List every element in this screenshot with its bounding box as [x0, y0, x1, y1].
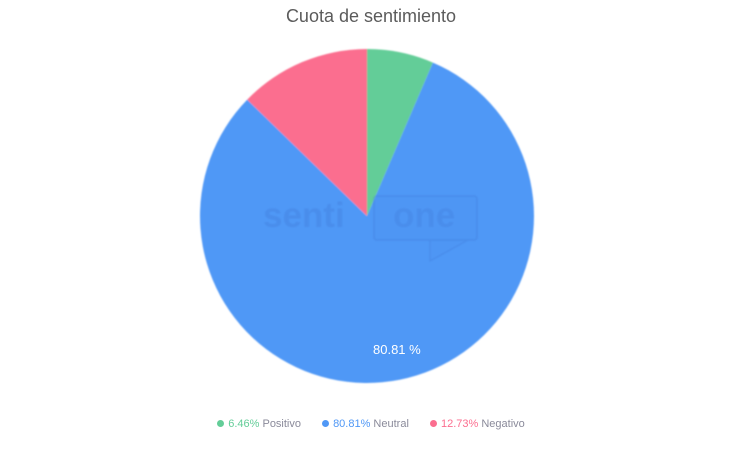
svg-text:senti: senti	[263, 196, 345, 235]
